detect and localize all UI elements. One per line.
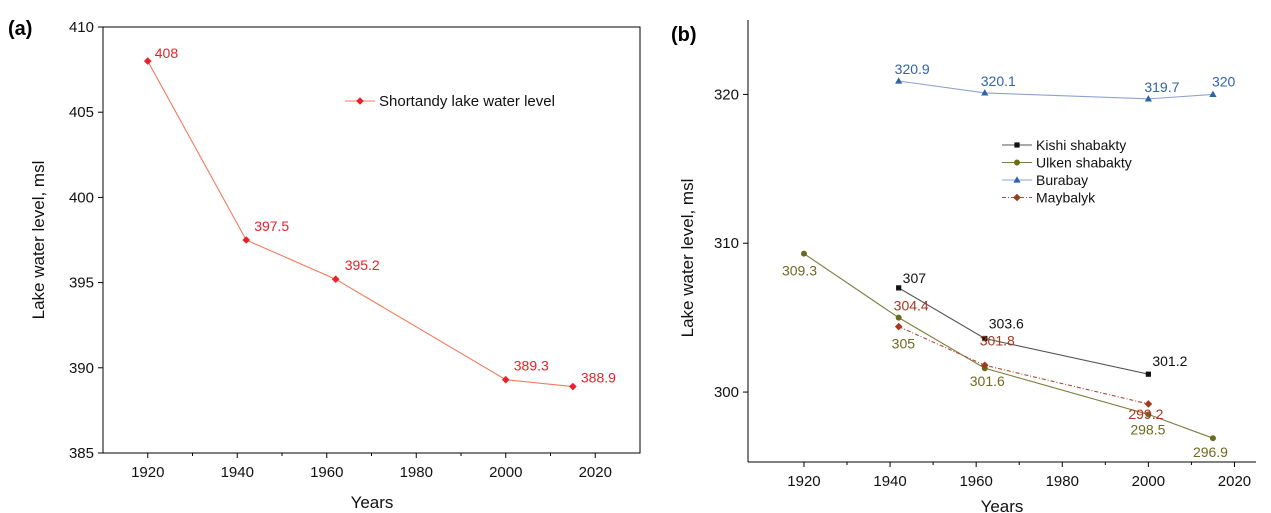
data-point (1145, 371, 1151, 377)
data-label: 296.9 (1193, 444, 1228, 460)
x-axis-title: Years (981, 497, 1024, 513)
data-label: 301.2 (1152, 353, 1187, 369)
data-label: 303.6 (989, 315, 1024, 331)
series-burabay: 320.9 320.1 319.7 320 (895, 61, 1236, 102)
y-axis-title: Lake water level, msl (678, 179, 697, 338)
data-label: 298.5 (1130, 421, 1165, 437)
y-tick-label: 410 (69, 19, 94, 36)
panel-label: (a) (8, 18, 32, 40)
data-label: 320.9 (895, 61, 930, 77)
x-tick-label: 2020 (1218, 473, 1251, 490)
legend: Shortandy lake water level (345, 93, 555, 110)
y-tick-label: 300 (714, 384, 739, 401)
y-tick-label: 400 (69, 189, 94, 206)
data-point (982, 335, 988, 342)
data-point (894, 322, 903, 331)
data-point (143, 57, 152, 65)
data-label: 388.9 (581, 370, 616, 386)
legend-label: Maybalyk (1036, 190, 1096, 206)
data-point (1144, 400, 1153, 408)
legend-label: Kishi shabakty (1036, 137, 1126, 153)
y-axis-title: Lake water level, msl (29, 161, 48, 320)
x-tick-label: 1920 (131, 464, 164, 481)
x-tick-label: 1960 (959, 473, 992, 490)
data-label: 301.6 (970, 373, 1005, 389)
panel-label: (b) (671, 24, 697, 46)
legend-marker (1013, 193, 1021, 202)
data-label: 304.4 (894, 298, 929, 314)
plot-frame (102, 26, 641, 454)
x-tick-label: 2020 (579, 464, 612, 481)
data-point (1145, 411, 1152, 418)
data-label: 307 (903, 270, 927, 286)
legend-marker (356, 97, 364, 105)
x-tick-label: 2000 (489, 464, 522, 481)
data-point (1209, 90, 1217, 98)
legend-label: Burabay (1036, 172, 1088, 188)
x-tick-label: 1980 (400, 464, 433, 481)
data-point (981, 89, 989, 96)
y-tick-label: 405 (69, 104, 94, 121)
data-label: 320.1 (981, 73, 1016, 89)
x-tick-label: 1940 (873, 473, 906, 490)
series-line (898, 326, 1149, 405)
y-tick-label: 310 (714, 235, 739, 252)
panel-b-chart: 1920 1940 1960 1980 2000 2020 300 310 320 (b) Year… (671, 20, 1256, 513)
data-point (1144, 95, 1152, 102)
data-point (896, 285, 902, 291)
data-point (331, 275, 340, 283)
data-point (569, 382, 577, 391)
legend-label: Ulken shabakty (1036, 155, 1132, 171)
data-label: 309.3 (782, 263, 817, 279)
series-shortandy-lake-water-level: 408 397.5 395.2 389.3 388.9 (143, 45, 616, 391)
data-label: 301.8 (980, 332, 1015, 348)
data-point (800, 250, 807, 257)
series-kishi-shabakty: 307 303.6 301.2 (896, 270, 1188, 377)
legend-marker (1013, 176, 1021, 183)
x-tick-label: 1960 (310, 464, 343, 481)
data-point (242, 236, 250, 244)
data-label: 305 (892, 336, 916, 352)
y-tick-label: 390 (69, 360, 94, 377)
legend-marker (1014, 142, 1020, 148)
y-tick-label: 395 (69, 275, 94, 292)
data-point (895, 314, 902, 321)
data-point (1209, 435, 1216, 442)
series-line (898, 80, 1213, 100)
data-label: 320 (1212, 73, 1236, 89)
x-tick-label: 2000 (1132, 473, 1165, 490)
data-label: 389.3 (514, 358, 549, 374)
data-point (501, 375, 510, 384)
series-maybalyk: 304.4 301.8 299.2 (894, 298, 1164, 422)
data-label: 397.5 (254, 218, 289, 234)
y-tick-label: 385 (69, 445, 94, 462)
x-tick-label: 1940 (221, 464, 254, 481)
data-label: 299.2 (1128, 406, 1163, 422)
x-tick-label: 1980 (1046, 473, 1079, 490)
data-point (980, 361, 989, 370)
data-point (895, 77, 903, 84)
x-axis-title: Years (351, 493, 394, 512)
legend-marker (1014, 159, 1020, 166)
data-label: 319.7 (1144, 79, 1179, 95)
legend-label: Shortandy lake water level (379, 93, 555, 110)
data-label: 408 (155, 45, 179, 61)
y-tick-label: 320 (714, 86, 739, 103)
data-label: 395.2 (345, 257, 380, 273)
x-tick-label: 1920 (787, 473, 820, 490)
panel-a-chart: 1920 1940 1960 1980 2000 2020 385 390 395 400 405 4… (8, 18, 641, 512)
